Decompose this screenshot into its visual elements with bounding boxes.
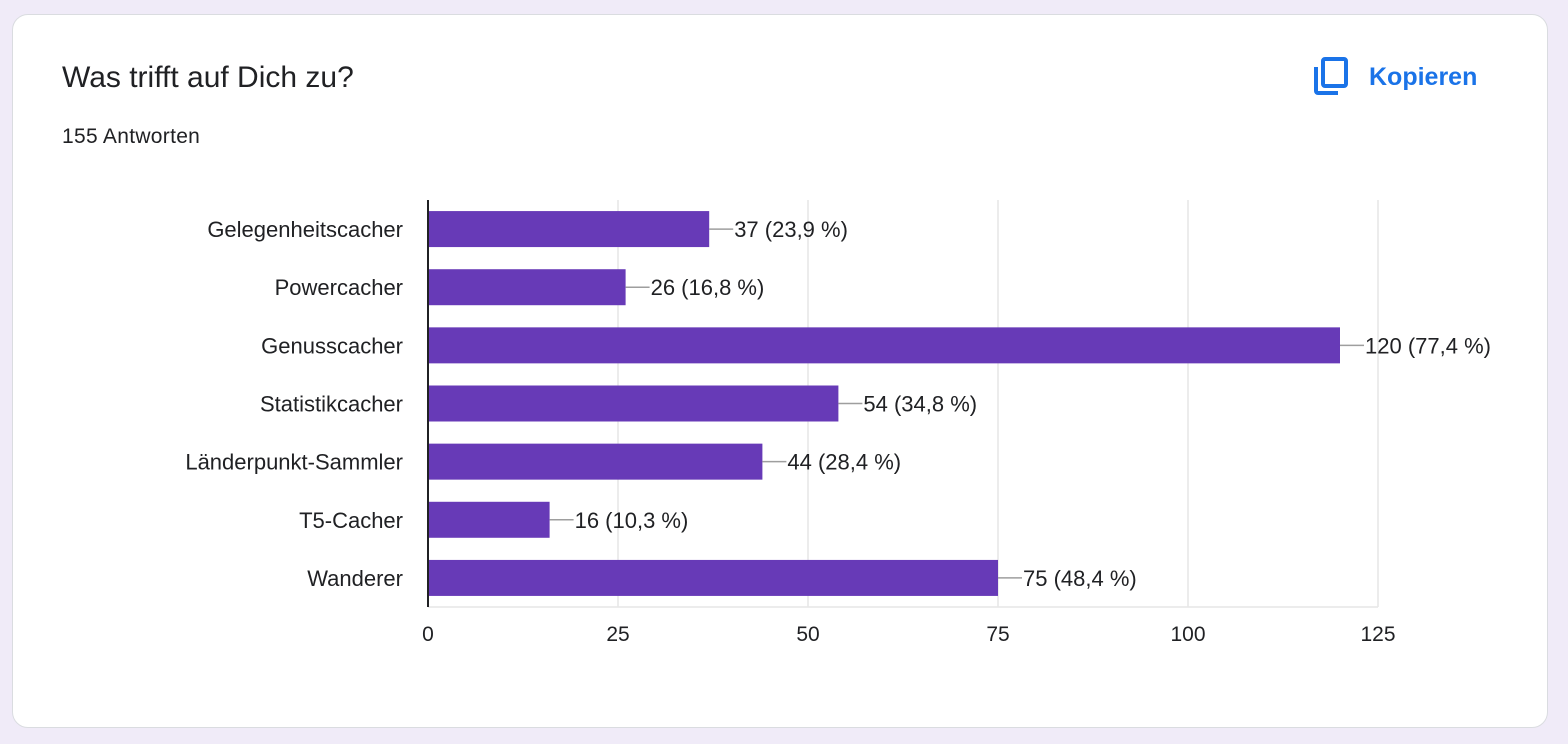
copy-icon (1313, 57, 1349, 97)
question-title: Was trifft auf Dich zu? (62, 61, 354, 94)
question-card: Was trifft auf Dich zu? 155 Antworten Ko… (12, 14, 1548, 728)
response-count: 155 Antworten (62, 125, 201, 148)
copy-button[interactable]: Kopieren (1303, 53, 1487, 101)
copy-label: Kopieren (1369, 62, 1478, 91)
